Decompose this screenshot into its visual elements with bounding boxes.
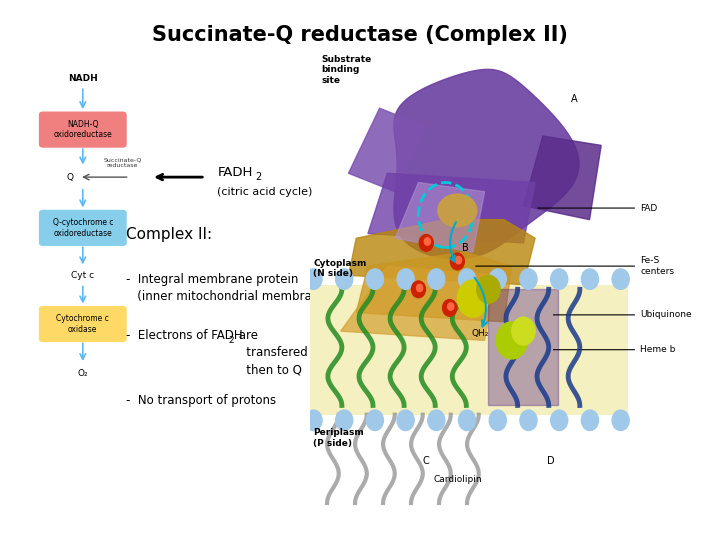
Circle shape — [419, 234, 433, 251]
Text: D: D — [547, 456, 554, 466]
Circle shape — [428, 269, 445, 289]
Text: 2: 2 — [256, 172, 262, 182]
FancyBboxPatch shape — [39, 111, 127, 147]
Text: NADH-Q
oxidoreductase: NADH-Q oxidoreductase — [53, 120, 112, 139]
Circle shape — [459, 410, 476, 430]
Text: Succinate-Q
reductase: Succinate-Q reductase — [103, 158, 142, 168]
Circle shape — [455, 256, 462, 264]
Polygon shape — [368, 173, 535, 243]
Text: QH₂: QH₂ — [472, 329, 490, 338]
Circle shape — [551, 269, 568, 289]
Circle shape — [305, 269, 322, 289]
Circle shape — [336, 410, 353, 430]
Text: Substrate
binding
site: Substrate binding site — [321, 55, 372, 85]
Text: Q: Q — [66, 173, 73, 181]
Circle shape — [450, 253, 464, 270]
Circle shape — [397, 269, 414, 289]
Circle shape — [424, 238, 431, 245]
Circle shape — [496, 322, 527, 359]
Circle shape — [457, 280, 488, 317]
FancyBboxPatch shape — [310, 285, 629, 415]
Circle shape — [305, 410, 322, 430]
Text: -  Integral membrane protein
   (inner mitochondrial membrane): - Integral membrane protein (inner mitoc… — [126, 273, 331, 303]
Polygon shape — [348, 108, 426, 192]
FancyArrowPatch shape — [474, 278, 487, 326]
Polygon shape — [341, 266, 496, 340]
Circle shape — [411, 281, 426, 298]
Text: 2: 2 — [229, 336, 234, 346]
Circle shape — [443, 300, 456, 316]
Polygon shape — [488, 289, 559, 406]
Text: C: C — [423, 456, 430, 466]
Circle shape — [397, 410, 414, 430]
Text: O₂: O₂ — [78, 369, 88, 378]
Circle shape — [416, 284, 423, 292]
Text: FADH: FADH — [217, 166, 253, 179]
Polygon shape — [348, 220, 535, 285]
Text: -  Electrons of FADH: - Electrons of FADH — [126, 329, 243, 342]
Circle shape — [489, 410, 506, 430]
Circle shape — [459, 269, 476, 289]
Text: Q-cytochrome c
oxidoreductase: Q-cytochrome c oxidoreductase — [53, 218, 113, 238]
Circle shape — [366, 269, 384, 289]
Polygon shape — [394, 69, 579, 259]
FancyBboxPatch shape — [39, 210, 127, 246]
Polygon shape — [356, 252, 512, 322]
Text: FAD: FAD — [538, 204, 657, 213]
Circle shape — [581, 269, 598, 289]
Text: (citric acid cycle): (citric acid cycle) — [217, 187, 312, 197]
Circle shape — [520, 410, 537, 430]
FancyArrowPatch shape — [450, 222, 456, 262]
Text: Fe-S
centers: Fe-S centers — [476, 256, 674, 276]
FancyBboxPatch shape — [39, 306, 127, 342]
Text: Cardiolipin: Cardiolipin — [433, 475, 482, 484]
Circle shape — [512, 317, 535, 345]
Text: Cyt c: Cyt c — [71, 271, 94, 280]
Circle shape — [366, 410, 384, 430]
Text: B: B — [462, 242, 469, 253]
Circle shape — [477, 275, 500, 303]
Polygon shape — [523, 136, 601, 220]
Circle shape — [612, 410, 629, 430]
Text: Cytoplasm
(N side): Cytoplasm (N side) — [313, 259, 367, 278]
Circle shape — [336, 269, 353, 289]
Polygon shape — [395, 183, 485, 252]
Text: A: A — [571, 94, 577, 104]
Circle shape — [581, 410, 598, 430]
Text: Periplasm
(P side): Periplasm (P side) — [313, 428, 364, 448]
Circle shape — [520, 269, 537, 289]
Text: Complex II:: Complex II: — [126, 227, 212, 242]
Circle shape — [448, 303, 454, 310]
Text: Cytochrome c
oxidase: Cytochrome c oxidase — [56, 314, 109, 334]
Circle shape — [489, 269, 506, 289]
Text: Heme b: Heme b — [554, 345, 675, 354]
Text: Ubiquinone: Ubiquinone — [554, 310, 692, 319]
Circle shape — [551, 410, 568, 430]
Text: NADH: NADH — [68, 74, 98, 83]
Polygon shape — [438, 194, 477, 227]
Text: are
   transfered to Fe-S center and
   then to Q: are transfered to Fe-S center and then t… — [235, 329, 420, 376]
Text: Succinate-Q reductase (Complex II): Succinate-Q reductase (Complex II) — [152, 25, 568, 45]
Text: -  No transport of protons: - No transport of protons — [126, 394, 276, 407]
Circle shape — [612, 269, 629, 289]
Circle shape — [428, 410, 445, 430]
